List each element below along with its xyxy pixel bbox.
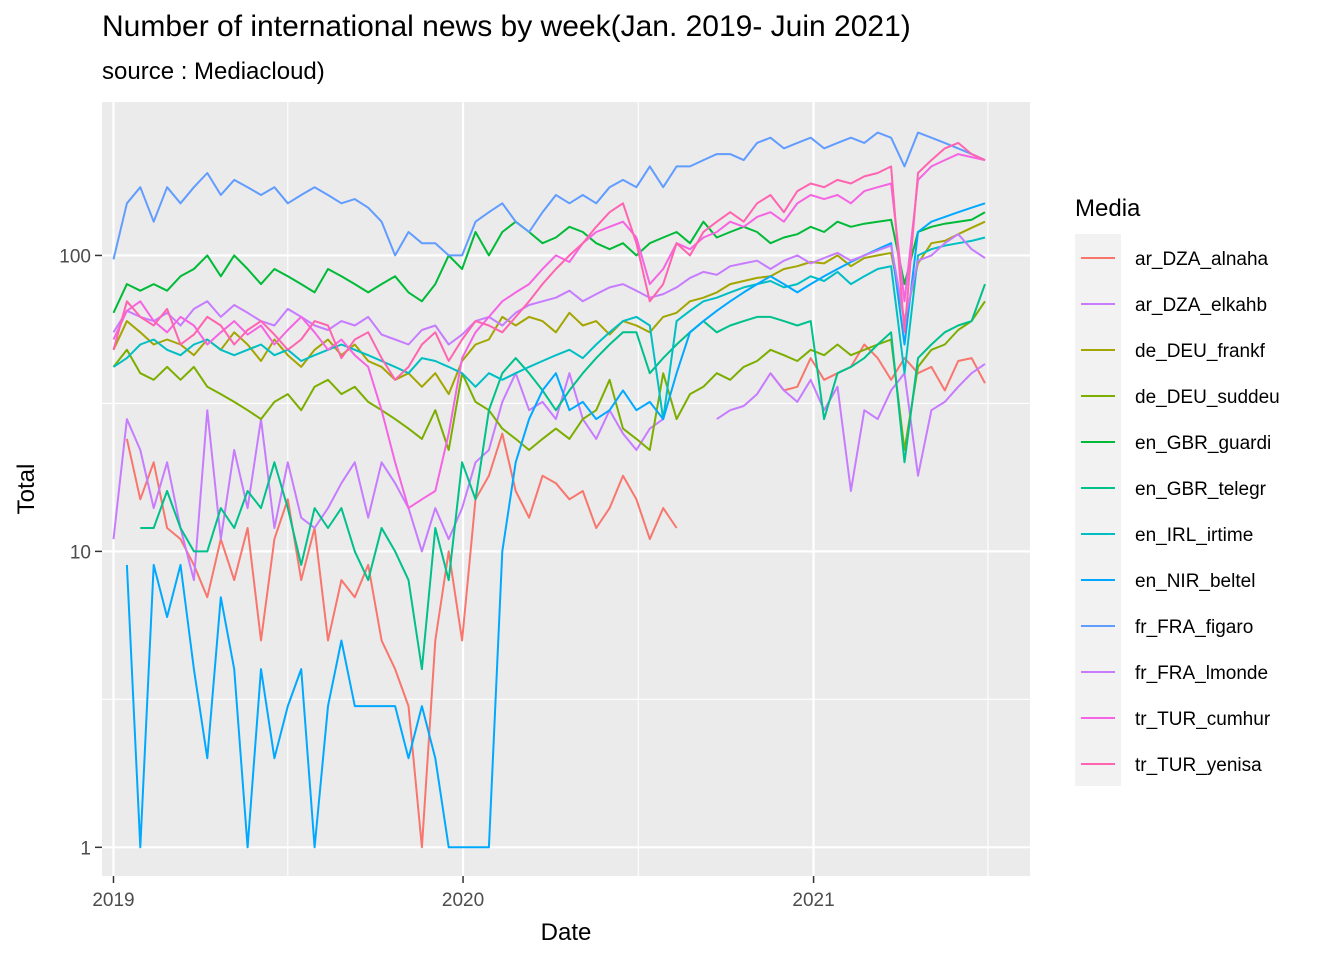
x-tick-label: 2021: [792, 890, 834, 911]
series-line-de_DEU_suddeu: [112, 300, 986, 451]
chart-title: Number of international news by week(Jan…: [102, 10, 911, 43]
series-line-de_DEU_frankf: [112, 220, 986, 396]
y-tick-label: 100: [59, 246, 91, 267]
x-axis: 2019 2020 2021: [92, 876, 835, 911]
y-axis: 1 10 100: [59, 246, 102, 859]
chart-subtitle: source : Mediacloud): [102, 58, 325, 85]
x-axis-title: Date: [541, 919, 592, 946]
legend-label: tr_TUR_yenisa: [1135, 755, 1262, 776]
series-line-tr_TUR_cumhur: [112, 153, 986, 510]
legend-label: fr_FRA_figaro: [1135, 617, 1253, 638]
legend-title: Media: [1075, 195, 1141, 222]
series-line-en_NIR_beltel: [125, 202, 986, 849]
legend: ar_DZA_alnaha ar_DZA_elkahb de_DEU_frankfd…: [1075, 234, 1280, 786]
legend-key-background: [1075, 234, 1121, 786]
series-line-en_GBR_telegr: [140, 283, 986, 671]
series-line-fr_FRA_lmonde: [112, 233, 986, 346]
series-line-ar_DZA_elkahb: [112, 363, 986, 582]
y-tick-label: 10: [70, 542, 91, 563]
plot-panel: [102, 102, 1030, 876]
legend-label: en_GBR_telegr: [1135, 479, 1267, 500]
legend-label: ar_DZA_alnaha: [1135, 249, 1269, 270]
legend-label: ar_DZA_elkahb: [1135, 295, 1267, 316]
x-tick-label: 2020: [442, 890, 484, 911]
series-layer: [112, 131, 986, 849]
x-tick-label: 2019: [92, 890, 134, 911]
series-line-tr_TUR_yenisa: [112, 141, 986, 381]
series-line-ar_DZA_alnaha: [125, 343, 986, 849]
legend-label: en_IRL_irtime: [1135, 525, 1253, 546]
series-line-fr_FRA_figaro: [112, 131, 986, 260]
legend-label: en_NIR_beltel: [1135, 571, 1255, 592]
minor-grid: [102, 102, 1030, 876]
series-line-en_IRL_irtime: [112, 236, 986, 421]
y-tick-label: 1: [80, 838, 91, 859]
y-axis-title: Total: [13, 464, 40, 515]
legend-label: fr_FRA_lmonde: [1135, 663, 1268, 684]
legend-label: de_DEU_suddeu: [1135, 387, 1280, 408]
legend-label: tr_TUR_cumhur: [1135, 709, 1271, 730]
series-line-en_GBR_guardi: [112, 211, 986, 314]
legend-label: de_DEU_frankf: [1135, 341, 1266, 362]
legend-label: en_GBR_guardi: [1135, 433, 1271, 454]
